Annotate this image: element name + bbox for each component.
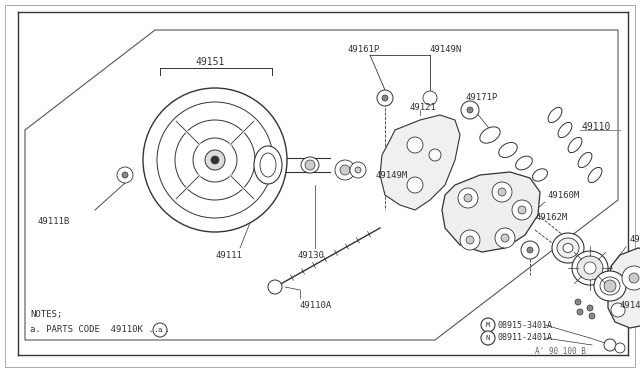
Text: 08911-2401A: 08911-2401A: [497, 334, 552, 343]
Circle shape: [495, 228, 515, 248]
Ellipse shape: [532, 169, 547, 181]
Text: 49110: 49110: [582, 122, 611, 132]
Circle shape: [211, 156, 219, 164]
Ellipse shape: [563, 244, 573, 253]
Circle shape: [467, 107, 473, 113]
Polygon shape: [25, 30, 618, 340]
Circle shape: [527, 247, 533, 253]
Circle shape: [407, 137, 423, 153]
Circle shape: [205, 150, 225, 170]
Circle shape: [429, 149, 441, 161]
Circle shape: [622, 266, 640, 290]
Circle shape: [117, 167, 133, 183]
Circle shape: [604, 280, 616, 292]
Text: 49111: 49111: [215, 250, 242, 260]
Circle shape: [458, 188, 478, 208]
Circle shape: [377, 90, 393, 106]
Circle shape: [143, 88, 287, 232]
Ellipse shape: [558, 122, 572, 138]
Ellipse shape: [480, 127, 500, 143]
Ellipse shape: [578, 153, 592, 168]
Text: 49111B: 49111B: [38, 218, 70, 227]
Circle shape: [575, 299, 581, 305]
Text: 49110A: 49110A: [300, 301, 332, 310]
Circle shape: [512, 200, 532, 220]
Circle shape: [466, 236, 474, 244]
Ellipse shape: [301, 157, 319, 173]
Circle shape: [501, 234, 509, 242]
Circle shape: [521, 241, 539, 259]
Ellipse shape: [548, 108, 562, 123]
Text: a. PARTS CODE  49110K ....: a. PARTS CODE 49110K ....: [30, 326, 170, 334]
Circle shape: [193, 138, 237, 182]
Ellipse shape: [516, 156, 532, 170]
Text: A' 90 100 B: A' 90 100 B: [535, 347, 586, 356]
Circle shape: [587, 305, 593, 311]
Circle shape: [153, 323, 167, 337]
Text: 49171P: 49171P: [465, 93, 497, 103]
Circle shape: [122, 172, 128, 178]
Text: 49160M: 49160M: [548, 190, 580, 199]
Circle shape: [423, 91, 437, 105]
Circle shape: [335, 160, 355, 180]
Text: N: N: [486, 335, 490, 341]
Circle shape: [498, 188, 506, 196]
Circle shape: [157, 102, 273, 218]
Text: NOTES;: NOTES;: [30, 311, 62, 320]
Ellipse shape: [552, 233, 584, 263]
Text: 49130: 49130: [298, 250, 325, 260]
Text: M: M: [486, 322, 490, 328]
Polygon shape: [380, 115, 460, 210]
Circle shape: [481, 331, 495, 345]
Circle shape: [340, 165, 350, 175]
Circle shape: [518, 206, 526, 214]
Polygon shape: [442, 172, 540, 252]
Circle shape: [615, 343, 625, 353]
Circle shape: [382, 95, 388, 101]
Circle shape: [355, 167, 361, 173]
Ellipse shape: [600, 277, 620, 295]
Ellipse shape: [594, 271, 626, 301]
Circle shape: [175, 120, 255, 200]
Ellipse shape: [588, 167, 602, 183]
Text: a: a: [158, 327, 162, 333]
Circle shape: [584, 262, 596, 274]
Ellipse shape: [557, 238, 579, 258]
Circle shape: [492, 182, 512, 202]
Text: 49148: 49148: [630, 235, 640, 244]
Circle shape: [464, 194, 472, 202]
FancyBboxPatch shape: [5, 5, 635, 367]
Circle shape: [629, 273, 639, 283]
Text: 49162M: 49162M: [535, 214, 567, 222]
Text: 49149M: 49149M: [375, 170, 407, 180]
Circle shape: [268, 280, 282, 294]
Text: 49148: 49148: [620, 301, 640, 310]
Ellipse shape: [572, 251, 608, 285]
Circle shape: [305, 160, 315, 170]
Circle shape: [611, 303, 625, 317]
Circle shape: [577, 309, 583, 315]
Ellipse shape: [499, 142, 517, 157]
Text: 49149N: 49149N: [430, 45, 462, 55]
Circle shape: [589, 313, 595, 319]
Text: 08915-3401A: 08915-3401A: [497, 321, 552, 330]
Ellipse shape: [568, 137, 582, 153]
Ellipse shape: [577, 256, 603, 280]
Circle shape: [460, 230, 480, 250]
Text: 49121: 49121: [410, 103, 437, 112]
Circle shape: [350, 162, 366, 178]
Polygon shape: [608, 248, 640, 328]
Ellipse shape: [260, 153, 276, 177]
Circle shape: [407, 177, 423, 193]
Circle shape: [461, 101, 479, 119]
Ellipse shape: [254, 146, 282, 184]
Circle shape: [604, 339, 616, 351]
Circle shape: [481, 318, 495, 332]
Text: 49151: 49151: [195, 57, 225, 67]
Text: 49161P: 49161P: [348, 45, 380, 55]
